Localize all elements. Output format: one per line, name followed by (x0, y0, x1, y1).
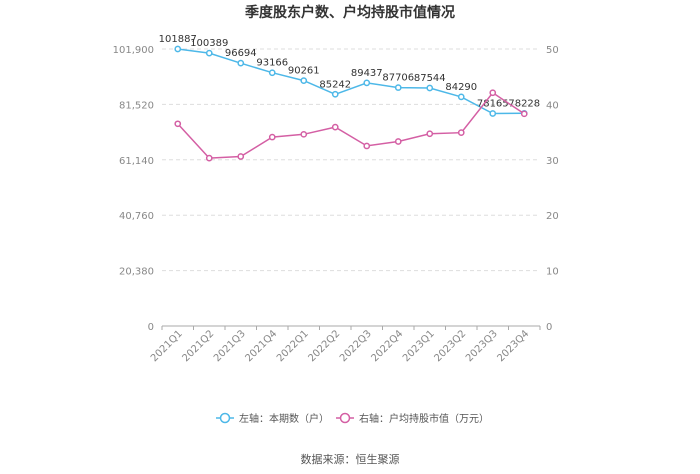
legend: 左轴：本期数（户） 右轴：户均持股市值（万元） (216, 412, 489, 425)
data-point (489, 89, 497, 97)
right-axis-tick-label: 0 (546, 322, 552, 333)
data-point (394, 84, 402, 91)
data-point (363, 142, 371, 150)
left-axis-tick-label: 20,380 (119, 267, 154, 278)
data-point (457, 93, 465, 101)
data-label: 90261 (288, 66, 320, 77)
data-point (205, 154, 213, 162)
right-axis-tick-label: 10 (546, 267, 559, 278)
x-axis-tick-label: 2021Q4 (244, 328, 280, 364)
right-axis-tick-label: 20 (546, 211, 559, 222)
data-point (300, 77, 308, 84)
data-point (426, 130, 434, 138)
legend-label: 左轴：本期数（户） (239, 412, 329, 425)
data-label: 85242 (319, 79, 351, 90)
x-axis-tick-label: 2021Q3 (212, 328, 248, 364)
right-axis-tick-label: 50 (546, 45, 559, 56)
x-axis-tick-label: 2023Q3 (464, 328, 500, 364)
data-point (237, 59, 245, 67)
chart-title: 季度股东户数、户均持股市值情况 (244, 4, 455, 21)
data-point (268, 133, 276, 141)
data-point (331, 123, 339, 131)
x-axis-tick-label: 2023Q2 (433, 328, 469, 364)
data-label: 89437 (351, 68, 383, 79)
data-label: 87544 (414, 73, 446, 84)
series-line-1 (177, 91, 525, 159)
data-label: 87706 (382, 73, 414, 84)
x-axis-tick-label: 2023Q4 (496, 328, 532, 364)
data-point (174, 120, 182, 128)
source-note: 数据来源：恒生聚源 (301, 452, 400, 466)
series-line-0 (177, 48, 525, 115)
data-point (268, 69, 276, 77)
data-point (300, 130, 308, 138)
legend-label: 右轴：户均持股市值（万元） (359, 412, 489, 425)
data-point (394, 138, 402, 145)
data-label: 96694 (225, 48, 257, 59)
x-axis-tick-label: 2023Q1 (401, 328, 437, 364)
right-axis-tick-label: 40 (546, 100, 559, 111)
data-label: 84290 (445, 82, 477, 93)
x-axis-tick-label: 2022Q2 (307, 328, 343, 364)
left-axis-tick-label: 81,520 (119, 100, 154, 111)
data-label: 78228 (508, 98, 540, 109)
data-point (426, 84, 434, 92)
data-point (363, 79, 371, 87)
x-axis-tick-label: 2022Q3 (338, 328, 374, 364)
data-label: 100389 (190, 38, 228, 49)
data-point (237, 153, 245, 160)
x-axis-tick-label: 2021Q1 (149, 328, 185, 364)
left-axis-tick-label: 101,900 (113, 45, 154, 56)
legend-marker (219, 412, 231, 424)
left-axis-tick-label: 40,760 (119, 211, 154, 222)
x-axis-tick-label: 2022Q4 (370, 328, 406, 364)
data-point (205, 49, 213, 57)
x-axis-tick-label: 2021Q2 (181, 328, 217, 364)
data-point (489, 110, 497, 117)
left-axis-tick-label: 0 (148, 322, 154, 333)
legend-marker (339, 412, 351, 424)
data-point (331, 90, 339, 98)
data-point (457, 129, 465, 137)
data-point (174, 45, 182, 53)
data-label: 101887 (159, 34, 197, 45)
x-axis-tick-label: 2022Q1 (275, 328, 311, 364)
right-axis-tick-label: 30 (546, 156, 559, 167)
left-axis-tick-label: 61,140 (119, 156, 154, 167)
data-label: 93166 (256, 58, 288, 69)
data-label: 78165 (477, 99, 509, 110)
data-point (520, 110, 528, 118)
